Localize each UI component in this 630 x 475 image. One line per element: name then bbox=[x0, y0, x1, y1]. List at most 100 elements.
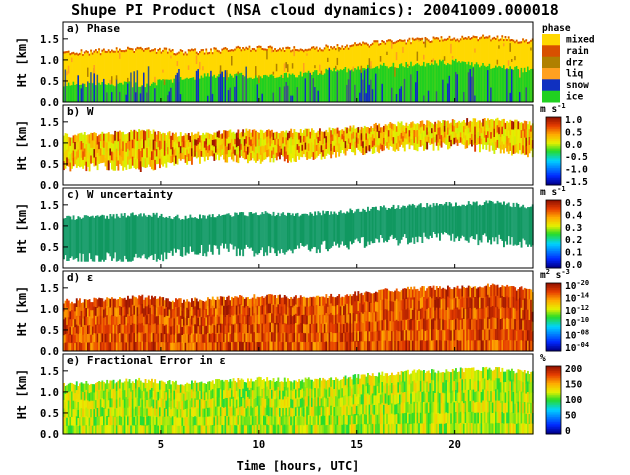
w-cell bbox=[175, 140, 177, 149]
wunc-column bbox=[522, 204, 525, 239]
w-cell bbox=[301, 138, 304, 146]
liq-patch bbox=[451, 56, 454, 59]
wunc-column bbox=[458, 205, 461, 241]
eps-cell bbox=[383, 320, 385, 331]
w-cell bbox=[488, 135, 491, 144]
ice-column bbox=[192, 77, 195, 102]
eps-cell bbox=[315, 295, 318, 306]
eps-cell bbox=[370, 341, 373, 352]
w-cell bbox=[469, 132, 472, 139]
eps-cell bbox=[480, 287, 483, 299]
eps-cell bbox=[472, 297, 475, 309]
w-cell bbox=[357, 138, 360, 145]
eps-cell bbox=[312, 332, 315, 343]
w-cell bbox=[528, 144, 531, 154]
w-cell bbox=[264, 145, 267, 153]
eps-cell bbox=[520, 297, 523, 309]
w-cell bbox=[258, 132, 261, 140]
eps-cell bbox=[280, 342, 283, 352]
eps-cell bbox=[320, 323, 323, 334]
eps-cell bbox=[250, 342, 253, 352]
w-cell bbox=[443, 137, 446, 144]
eps-cell bbox=[173, 326, 176, 336]
eps-cell bbox=[106, 333, 109, 343]
w-cell bbox=[69, 137, 72, 147]
w-cell bbox=[239, 133, 241, 140]
frac-cell bbox=[165, 392, 168, 402]
frac-cell bbox=[119, 379, 121, 389]
w-cell bbox=[211, 140, 214, 146]
frac-cell bbox=[79, 383, 81, 393]
w-cell bbox=[288, 130, 291, 139]
w-cell bbox=[91, 147, 94, 156]
rain-top bbox=[378, 43, 380, 46]
rain-top bbox=[349, 45, 351, 48]
eps-cell bbox=[261, 305, 264, 315]
w-cell bbox=[528, 121, 531, 130]
frac-cell bbox=[155, 400, 158, 410]
eps-cell bbox=[391, 331, 393, 342]
phase-column bbox=[183, 53, 185, 102]
eps-cell bbox=[211, 296, 214, 307]
eps-cell bbox=[72, 343, 75, 352]
w-cell bbox=[235, 154, 238, 163]
frac-cell bbox=[91, 384, 94, 393]
rain-top bbox=[282, 47, 284, 50]
rain-top bbox=[333, 46, 335, 49]
w-cell bbox=[389, 139, 392, 147]
eps-cell bbox=[63, 311, 65, 320]
w-cell bbox=[293, 153, 296, 162]
eps-cell bbox=[192, 334, 195, 344]
w-cell bbox=[285, 130, 288, 138]
frac-cell bbox=[120, 399, 123, 409]
rain-top bbox=[114, 50, 116, 53]
eps-cell bbox=[368, 292, 371, 303]
eps-cell bbox=[496, 340, 499, 352]
rain-top bbox=[90, 49, 92, 52]
rain-top bbox=[435, 37, 438, 40]
eps-cell bbox=[259, 342, 262, 352]
eps-cell bbox=[280, 306, 283, 316]
w-cell bbox=[517, 145, 520, 154]
frac-cell bbox=[99, 407, 102, 418]
w-cell bbox=[368, 128, 371, 135]
colorbar-segment bbox=[546, 139, 561, 142]
w-cell bbox=[263, 139, 265, 147]
w-cell bbox=[413, 130, 416, 137]
w-cell bbox=[192, 145, 195, 152]
colorbar-segment bbox=[546, 157, 561, 160]
frac-cell bbox=[80, 408, 83, 418]
w-cell bbox=[189, 142, 192, 149]
wunc-column bbox=[167, 218, 169, 253]
ice-column bbox=[250, 77, 253, 102]
eps-cell bbox=[168, 342, 171, 352]
w-cell bbox=[399, 140, 401, 147]
frac-cell bbox=[71, 391, 73, 401]
eps-cell bbox=[207, 324, 209, 334]
eps-cell bbox=[95, 324, 97, 334]
w-cell bbox=[371, 147, 374, 154]
eps-cell bbox=[451, 289, 454, 300]
eps-cell bbox=[429, 329, 432, 341]
frac-cell bbox=[168, 407, 171, 417]
eps-cell bbox=[327, 324, 329, 334]
eps-cell bbox=[327, 333, 329, 343]
frac-cell bbox=[162, 425, 165, 435]
w-cell bbox=[323, 131, 326, 139]
w-cell bbox=[359, 140, 361, 147]
frac-cell bbox=[176, 392, 179, 402]
liq-patch bbox=[314, 65, 316, 69]
w-cell bbox=[160, 133, 163, 142]
w-cell bbox=[389, 127, 392, 135]
eps-cell bbox=[387, 300, 390, 312]
eps-cell bbox=[219, 314, 222, 325]
phase-column bbox=[138, 47, 141, 102]
eps-cell bbox=[269, 313, 272, 323]
w-cell bbox=[176, 150, 179, 158]
eps-cell bbox=[339, 297, 342, 307]
w-cell bbox=[77, 149, 80, 159]
rain-top bbox=[517, 41, 519, 44]
eps-cell bbox=[280, 315, 283, 325]
w-cell bbox=[245, 136, 248, 145]
w-cell bbox=[427, 126, 430, 132]
